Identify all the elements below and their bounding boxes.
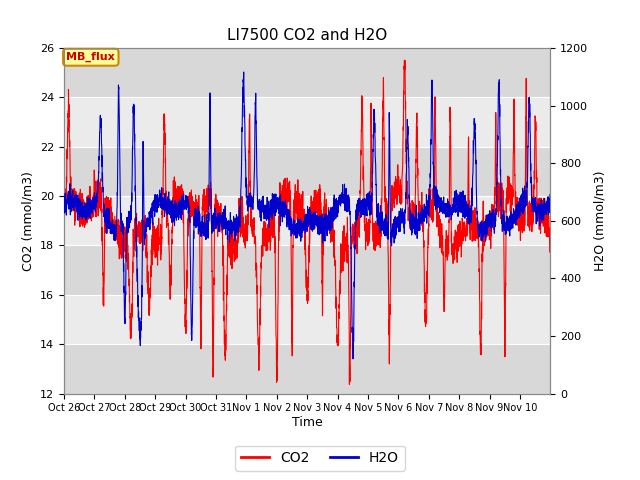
Text: MB_flux: MB_flux bbox=[67, 52, 115, 62]
Bar bbox=[64, 97, 550, 147]
Legend: CO2, H2O: CO2, H2O bbox=[236, 445, 404, 471]
X-axis label: Time: Time bbox=[292, 416, 323, 429]
Title: LI7500 CO2 and H2O: LI7500 CO2 and H2O bbox=[227, 28, 387, 43]
Bar bbox=[64, 147, 550, 196]
Bar bbox=[64, 245, 550, 295]
Y-axis label: H2O (mmol/m3): H2O (mmol/m3) bbox=[594, 170, 607, 271]
Bar bbox=[64, 196, 550, 245]
Y-axis label: CO2 (mmol/m3): CO2 (mmol/m3) bbox=[22, 171, 35, 271]
Bar bbox=[64, 295, 550, 344]
Bar bbox=[64, 48, 550, 97]
Bar bbox=[64, 344, 550, 394]
